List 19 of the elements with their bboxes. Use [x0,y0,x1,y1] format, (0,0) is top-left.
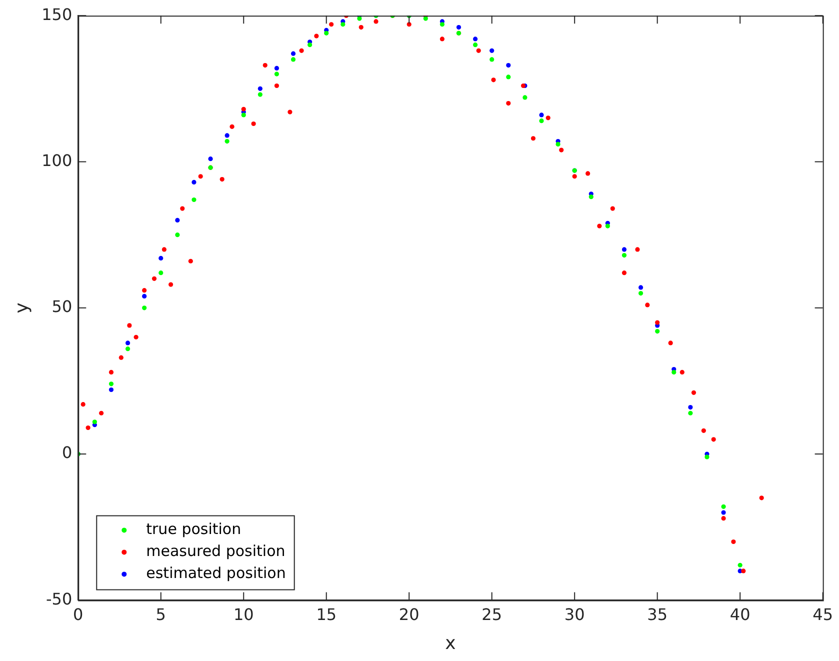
x-tick-label: 30 [564,604,585,624]
x-tick-label: 35 [647,604,668,624]
legend-label: true position [146,520,242,538]
x-tick-label: 5 [156,604,166,624]
x-tick-label: 40 [730,604,750,624]
x-tick-label: 25 [482,604,502,624]
legend-label: estimated position [146,564,286,582]
x-axis-title: x [445,632,456,654]
legend-label: measured position [146,542,286,560]
y-tick-label: -50 [46,589,72,608]
x-tick-label: 15 [316,604,337,624]
y-tick-label: 100 [42,150,72,170]
y-axis-title: y [11,302,32,314]
y-tick-label: 150 [42,4,72,24]
y-tick-label: 0 [62,443,72,462]
x-tick-label: 20 [398,604,420,624]
x-tick-label: 10 [233,604,254,624]
x-tick-label: 45 [812,604,833,624]
y-tick-label: 50 [52,297,72,316]
